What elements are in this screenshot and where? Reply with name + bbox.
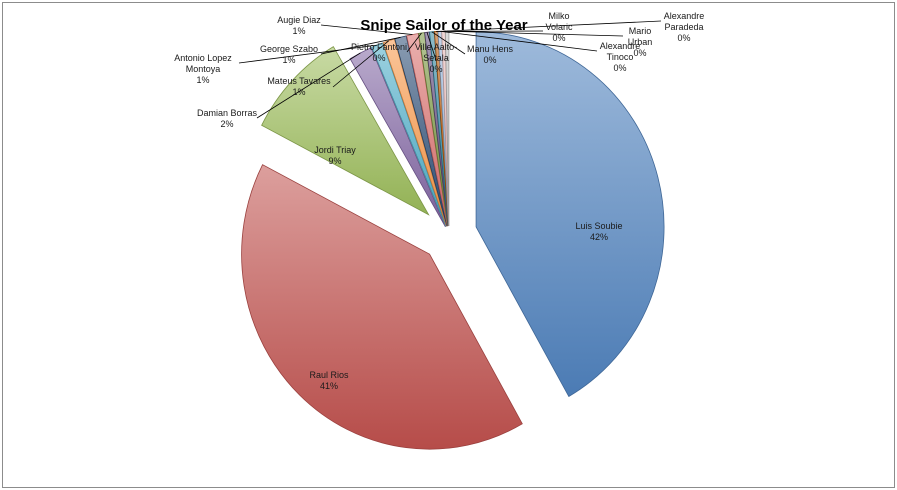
slice-label-alexandre-tinoco: Alexandre Tinoco 0% [600, 41, 641, 73]
slice-label-george-szabo: George Szabo 1% [260, 44, 318, 65]
slice-label-alexandre-paradeda: Alexandre Paradeda 0% [664, 11, 705, 43]
pie-chart: Snipe Sailor of the Year Luis Soubie 42% R… [174, 11, 704, 450]
leader-line-mateus-tavares [332, 40, 389, 88]
leader-line-george-szabo [320, 36, 401, 55]
slice-label-damian-borras: Damian Borras 2% [197, 108, 258, 129]
pie-slice-george-szabo [394, 35, 448, 227]
slice-label-luis-soubie: Luis Soubie 42% [575, 221, 622, 242]
leader-line-alexandre-paradeda [447, 20, 662, 32]
leader-line-augie-diaz [320, 24, 413, 35]
slice-label-mateus-tavares: Mateus Tavares 1% [267, 76, 331, 97]
leader-line-antonio-lopez-montoya [238, 44, 378, 64]
leader-line-alexandre-tinoco [439, 30, 598, 52]
slice-label-antonio-lopez-montoya: Antonio Lopez Montoya 1% [174, 53, 232, 85]
slice-labels: Luis Soubie 42% Raul Rios 41% Jordi Triay 9% D… [174, 11, 704, 391]
slice-label-raul-rios: Raul Rios 41% [309, 370, 349, 391]
slice-label-manu-hens: Manu Hens 0% [467, 44, 514, 65]
slice-label-augie-diaz: Augie Diaz 1% [277, 15, 321, 36]
leader-line-damian-borras [256, 52, 361, 119]
chart-title: Snipe Sailor of the Year [360, 17, 527, 34]
slice-label-milko-volaric: Milko Volaric 0% [545, 11, 573, 43]
pie-slice-raul-rios [241, 164, 523, 450]
leader-line-ville-aalto-setala [426, 32, 437, 61]
slice-label-pietro-fantoni: Pietro Fantoni 0% [351, 42, 407, 63]
leader-line-pietro-fantoni [406, 32, 422, 53]
pie-slice-luis-soubie [475, 31, 665, 398]
leader-lines [238, 20, 662, 119]
slice-label-ville-aalto-setala: Ville Aalto-Setala 0% [415, 42, 457, 74]
slice-label-jordi-triay: Jordi Triay 9% [314, 145, 356, 166]
leader-line-manu-hens [431, 31, 466, 55]
slice-label-mario-urban: Mario Urban 0% [628, 26, 653, 58]
leader-line-mario-urban [443, 30, 624, 37]
pie-slices [241, 30, 665, 450]
